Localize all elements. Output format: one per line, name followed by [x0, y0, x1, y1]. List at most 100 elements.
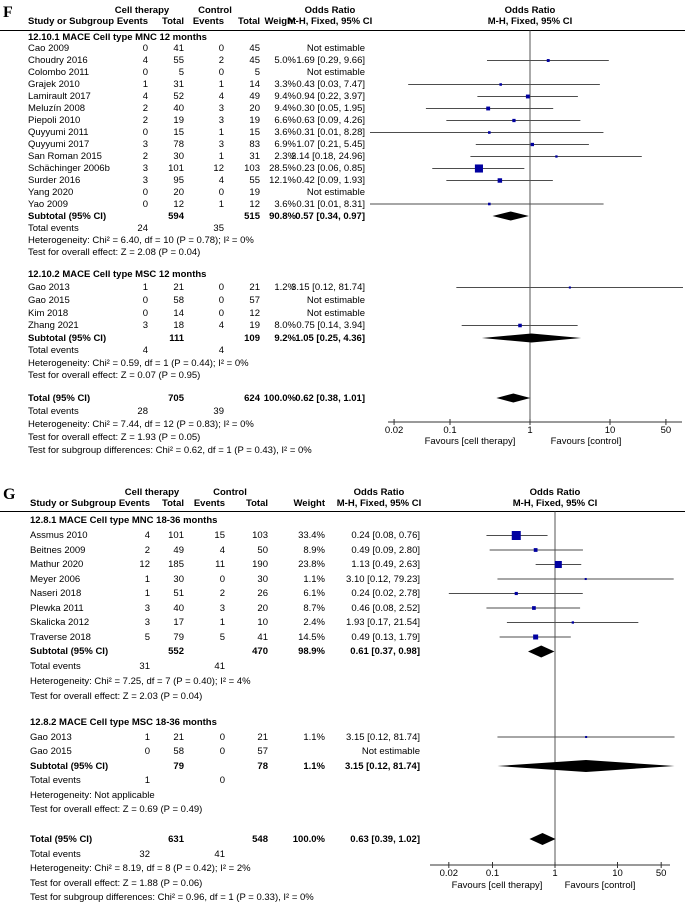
axis-tick-label: 0.1	[485, 867, 500, 879]
col-header-method: M-H, Fixed, 95% CI	[336, 498, 422, 509]
control-events-value: 1	[218, 151, 224, 162]
effect-square-marker	[546, 59, 550, 62]
effect-square-marker	[474, 164, 483, 173]
effect-square-marker	[533, 634, 539, 640]
cell-total-value: 40	[173, 103, 184, 114]
cell-events-value: 4	[142, 55, 148, 66]
cell-events-value: 0	[144, 746, 150, 757]
total-odds-ratio: 0.62 [0.38, 1.01]	[295, 392, 365, 404]
subtotal-odds-ratio: 0.57 [0.34, 0.97]	[295, 210, 365, 222]
study-name: Choudry 2016	[28, 55, 88, 66]
cell-total-value: 18	[173, 320, 184, 331]
total-events-cell: 1	[144, 775, 150, 786]
total-events-label: Total events	[28, 405, 79, 417]
axis-tick-label: 10	[612, 867, 623, 879]
cell-total-value: 14	[173, 307, 184, 319]
effect-square-marker	[555, 155, 558, 158]
axis-tick-label: 50	[655, 867, 667, 879]
study-name: San Roman 2015	[28, 151, 102, 162]
subtotal-label: Subtotal (95% CI)	[28, 210, 107, 222]
control-events-value: 15	[214, 530, 225, 541]
control-events-value: 1	[218, 127, 224, 138]
subtotal-weight: 90.8%	[269, 210, 296, 222]
control-total-value: 55	[249, 175, 260, 186]
total-events-control: 41	[214, 660, 225, 672]
control-total-value: 57	[257, 746, 268, 757]
odds-ratio-value: 0.94 [0.22, 3.97]	[296, 91, 365, 102]
weight-value: 23.8%	[298, 559, 325, 570]
odds-ratio-value: 0.49 [0.09, 2.80]	[351, 544, 420, 556]
total-diamond	[496, 393, 531, 403]
col-header-events-cell: Events	[116, 16, 148, 27]
subgroup-title: 12.10.2 MACE Cell type MSC 12 months	[28, 269, 207, 280]
column-group-control: Control	[213, 486, 247, 498]
subtotal-control-total: 515	[244, 210, 260, 222]
control-total-value: 103	[252, 530, 268, 541]
control-total-value: 45	[249, 43, 260, 54]
cell-total-value: 5	[178, 67, 184, 78]
effect-square-marker	[571, 621, 575, 624]
control-total-value: 10	[257, 617, 268, 628]
favours-right-label: Favours [control]	[550, 436, 622, 447]
odds-ratio-value: 3.15 [0.12, 81.74]	[346, 731, 420, 743]
subtotal-cell-total: 111	[169, 332, 184, 344]
study-name: Colombo 2011	[28, 67, 90, 78]
col-header-total-cell: Total	[162, 498, 184, 509]
column-group-cell-therapy: Cell therapy	[124, 486, 180, 498]
control-total-value: 83	[249, 139, 260, 150]
study-name: Piepoli 2010	[28, 115, 81, 126]
effect-square-marker	[488, 131, 491, 134]
control-events-value: 2	[219, 588, 225, 599]
heterogeneity-text: Heterogeneity: Chi² = 7.44, df = 12 (P =…	[28, 418, 254, 430]
panel-label: F	[3, 3, 13, 21]
plot-header-method: M-H, Fixed, 95% CI	[487, 16, 573, 27]
subtotal-control-total: 470	[252, 646, 268, 657]
study-name: Surder 2016	[28, 175, 81, 186]
cell-total-value: 52	[173, 91, 184, 102]
control-events-value: 0	[218, 307, 224, 319]
study-name: Plewka 2011	[30, 602, 84, 614]
weight-value: 33.4%	[298, 530, 325, 541]
total-events-cell: 28	[137, 405, 148, 417]
plot-group-odds-ratio: Odds Ratio	[504, 5, 556, 16]
study-name: Naseri 2018	[30, 588, 82, 599]
control-total-value: 12	[249, 198, 260, 210]
odds-ratio-value: 1.69 [0.29, 9.66]	[296, 55, 365, 66]
study-name: Zhang 2021	[28, 320, 79, 331]
cell-events-value: 0	[142, 187, 148, 198]
subgroup-title: 12.8.2 MACE Cell type MSC 18-36 months	[30, 716, 217, 728]
total-events-cell: 24	[137, 223, 148, 234]
cell-total-value: 185	[168, 559, 184, 570]
odds-ratio-value: 3.15 [0.12, 81.74]	[291, 282, 365, 293]
cell-events-value: 1	[142, 282, 148, 293]
weight-value: 2.3%	[274, 151, 296, 162]
plot-group-odds-ratio: Odds Ratio	[529, 486, 581, 498]
control-total-value: 12	[249, 307, 260, 319]
effect-square-marker	[530, 142, 535, 147]
cell-events-value: 2	[142, 151, 148, 162]
col-header-events-cell: Events	[118, 498, 150, 509]
weight-value: 6.9%	[274, 139, 296, 150]
cell-total-value: 79	[173, 631, 184, 643]
cell-events-value: 2	[144, 544, 150, 556]
subgroup-title: 12.10.1 MACE Cell type MNC 12 months	[28, 31, 207, 43]
control-total-value: 50	[257, 544, 268, 556]
subgroup-title: 12.8.1 MACE Cell type MNC 18-36 months	[30, 515, 218, 526]
heterogeneity-text: Heterogeneity: Not applicable	[30, 789, 155, 801]
total-label: Total (95% CI)	[30, 833, 93, 845]
axis-tick-label: 0.02	[439, 867, 459, 879]
total-events-control: 0	[219, 775, 225, 786]
odds-ratio-value: 2.14 [0.18, 24.96]	[291, 151, 365, 162]
col-header-study: Study or Subgroup	[30, 498, 117, 509]
control-events-value: 0	[219, 731, 225, 743]
cell-total-value: 58	[173, 295, 184, 306]
control-events-value: 0	[218, 295, 224, 306]
control-events-value: 0	[219, 573, 225, 585]
favours-right-label: Favours [control]	[564, 880, 636, 891]
subtotal-odds-ratio: 3.15 [0.12, 81.74]	[345, 760, 420, 772]
control-events-value: 0	[218, 187, 224, 198]
odds-ratio-value: 0.31 [0.01, 8.28]	[296, 127, 365, 138]
odds-ratio-value: Not estimable	[306, 67, 365, 78]
cell-events-value: 3	[144, 617, 150, 628]
odds-ratio-value: Not estimable	[306, 295, 365, 306]
